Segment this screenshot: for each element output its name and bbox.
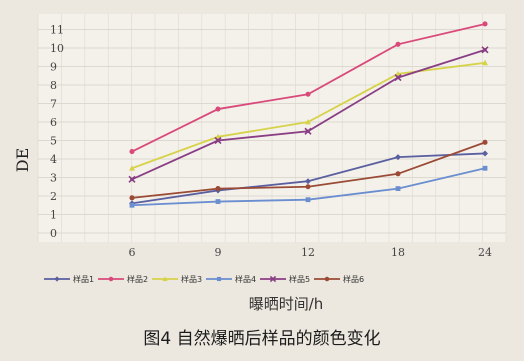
- data-point: [108, 276, 114, 282]
- data-point: [481, 46, 489, 54]
- data-point: [128, 175, 136, 183]
- x-tick-label: 18: [391, 246, 405, 259]
- x-tick-label: 24: [478, 246, 492, 259]
- x-axis-ticks: 6 9 12 18 24: [129, 246, 493, 259]
- legend-item: 样品6: [314, 274, 364, 284]
- y-axis-ticks: 0 1 2 3 4 5 6 7 8 9 10 11: [50, 24, 64, 241]
- data-point: [215, 133, 221, 140]
- data-point: [162, 276, 168, 282]
- y-tick-label: 2: [50, 190, 57, 203]
- y-tick-label: 10: [50, 42, 64, 55]
- y-tick-label: 0: [50, 227, 57, 240]
- series-lines: [128, 21, 489, 208]
- y-tick-label: 9: [50, 61, 57, 74]
- series-6: [129, 139, 488, 201]
- legend-label: 样品6: [343, 274, 364, 284]
- data-point: [129, 195, 135, 201]
- legend-item: 样品4: [206, 274, 256, 284]
- legend: 样品1 样品2 样品3 样品4 样品5 样品6: [44, 274, 364, 284]
- y-tick-label: 8: [50, 79, 57, 92]
- data-point: [482, 59, 488, 66]
- y-tick-label: 5: [50, 135, 57, 148]
- data-point: [482, 21, 488, 27]
- y-tick-label: 1: [50, 209, 57, 222]
- legend-label: 样品5: [289, 274, 310, 284]
- data-point: [129, 202, 135, 208]
- x-tick-label: 9: [215, 246, 222, 259]
- legend-item: 样品5: [260, 274, 310, 284]
- data-point: [305, 178, 311, 185]
- y-tick-label: 11: [50, 24, 64, 37]
- data-point: [216, 276, 222, 282]
- data-point: [215, 186, 221, 192]
- data-point: [395, 186, 401, 191]
- data-point: [215, 106, 221, 112]
- series-5: [128, 46, 489, 183]
- x-axis-label: 曝晒时间/h: [249, 295, 324, 313]
- data-point: [269, 275, 277, 283]
- data-point: [394, 74, 402, 82]
- data-point: [305, 91, 311, 97]
- data-point: [129, 165, 135, 171]
- legend-label: 样品4: [235, 274, 256, 284]
- data-point: [214, 136, 222, 145]
- y-tick-label: 3: [50, 172, 57, 185]
- y-tick-label: 7: [50, 98, 57, 111]
- legend-item: 样品1: [44, 274, 94, 284]
- data-point: [324, 276, 330, 282]
- data-point: [482, 165, 488, 171]
- gridlines: [37, 14, 507, 242]
- data-point: [395, 171, 401, 177]
- data-point: [305, 184, 311, 190]
- data-point: [54, 276, 60, 282]
- legend-label: 样品2: [127, 274, 148, 284]
- series-2: [129, 21, 488, 155]
- data-point: [482, 139, 488, 145]
- y-axis-label: DE: [13, 148, 32, 173]
- data-point: [482, 150, 488, 157]
- data-point: [305, 119, 311, 125]
- legend-label: 样品1: [73, 274, 94, 284]
- series-4: [129, 165, 488, 208]
- data-point: [305, 197, 311, 203]
- legend-label: 样品3: [181, 274, 202, 284]
- data-point: [215, 199, 221, 204]
- data-point: [395, 41, 401, 47]
- data-point: [129, 149, 135, 155]
- data-point: [304, 127, 312, 135]
- y-tick-label: 6: [50, 116, 57, 129]
- legend-item: 样品2: [98, 274, 148, 284]
- data-point: [395, 70, 401, 77]
- figure-caption: 图4 自然爆晒后样品的颜色变化: [143, 329, 380, 349]
- y-tick-label: 4: [50, 153, 57, 166]
- x-tick-label: 12: [301, 246, 315, 259]
- x-tick-label: 6: [129, 246, 136, 259]
- data-point: [395, 154, 401, 161]
- legend-item: 样品3: [152, 274, 202, 284]
- series-3: [129, 59, 488, 171]
